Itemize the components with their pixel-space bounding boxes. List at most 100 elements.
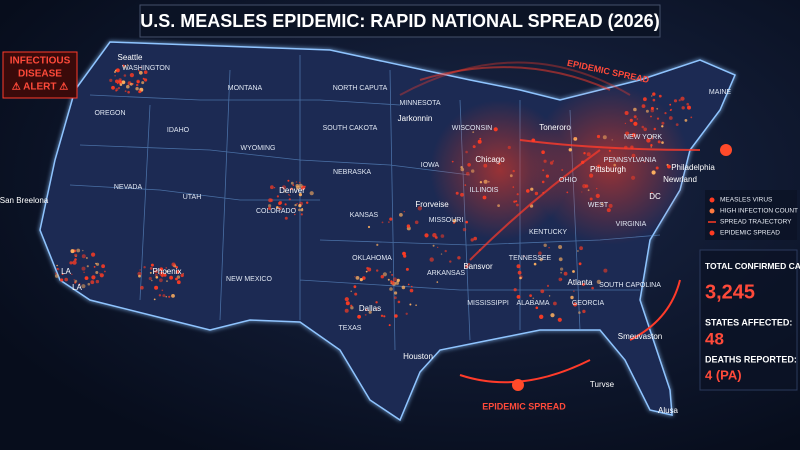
infection-dot <box>290 187 293 190</box>
infection-dot <box>117 68 119 70</box>
infection-dot <box>631 133 636 138</box>
infection-dot <box>136 80 140 84</box>
infection-dot <box>268 206 271 210</box>
infection-dot <box>661 121 665 125</box>
state-label: WISCONSIN <box>452 125 492 132</box>
annotation: EPIDEMIC SPREAD <box>482 401 566 411</box>
infection-dot <box>109 78 113 82</box>
state-label: NEW MEXICO <box>226 276 272 283</box>
infection-dot <box>534 191 539 196</box>
infection-dot <box>596 134 601 139</box>
infection-dots <box>54 64 693 327</box>
infection-dot <box>669 103 672 106</box>
infection-dot <box>91 252 96 257</box>
infection-dot <box>281 185 287 190</box>
legend-label: EPIDEMIC SPREAD <box>720 230 780 237</box>
infection-dot <box>452 219 457 223</box>
city-label: Chicago <box>475 155 505 164</box>
infection-dot <box>144 78 148 82</box>
infection-dot <box>176 275 181 279</box>
infection-dot <box>118 80 122 84</box>
infection-dot <box>651 95 653 97</box>
infection-dot <box>493 127 498 132</box>
infection-dot <box>424 233 429 238</box>
infection-dot <box>99 273 104 278</box>
infection-dot <box>159 267 164 272</box>
infection-dot <box>678 99 681 102</box>
infection-dot <box>154 285 159 290</box>
state-label: GEORCIA <box>572 300 605 307</box>
state-label: OREGON <box>94 110 125 117</box>
infection-dot <box>684 119 688 122</box>
infection-dot <box>292 184 295 186</box>
infection-dot <box>81 284 86 289</box>
infection-dot <box>657 140 661 144</box>
infection-dot <box>405 267 409 271</box>
infection-dot <box>687 105 691 110</box>
infection-dot <box>295 181 298 183</box>
infection-dot <box>294 213 296 216</box>
infection-dot <box>119 83 123 86</box>
infection-dot <box>278 201 282 205</box>
city-label: Smeuvaston <box>618 332 662 341</box>
infection-dot <box>650 108 655 113</box>
infection-dot <box>667 164 671 169</box>
infection-dot <box>153 298 156 301</box>
infection-dot <box>651 170 656 175</box>
infection-dot <box>465 264 469 268</box>
infection-dot <box>631 175 636 180</box>
alert-text: INFECTIOUS <box>10 56 71 67</box>
infection-dot <box>543 243 547 247</box>
infection-dot <box>467 163 471 167</box>
infection-dot <box>111 85 115 90</box>
infection-dot <box>573 137 578 141</box>
infection-dot <box>611 139 613 141</box>
infection-dot <box>523 255 525 257</box>
infection-dot <box>151 279 153 282</box>
infection-dot <box>651 137 654 140</box>
city-label: Houston <box>403 352 433 361</box>
infection-dot <box>391 273 394 276</box>
city-label: Alusa <box>658 406 679 415</box>
infection-dot <box>83 271 85 273</box>
infection-dot <box>643 97 647 102</box>
infection-dot <box>138 70 143 75</box>
infection-dot <box>69 261 73 265</box>
infection-dot <box>115 79 119 84</box>
state-label: UTAH <box>183 194 202 201</box>
infection-dot <box>161 289 164 292</box>
infection-dot <box>382 272 387 277</box>
infection-dot <box>437 246 439 248</box>
infection-dot <box>533 262 537 266</box>
infection-dot <box>114 71 116 73</box>
infection-dot <box>290 181 294 185</box>
infection-dot <box>582 184 587 189</box>
infection-dot <box>91 275 96 280</box>
city-label: Denver <box>279 186 305 195</box>
infection-dot <box>368 310 372 314</box>
city-label: Dallas <box>359 304 381 313</box>
infection-dot <box>578 262 582 266</box>
infection-dot <box>681 106 685 110</box>
infection-dot <box>403 210 405 213</box>
infection-dot <box>354 276 356 278</box>
infection-dot <box>498 162 501 165</box>
state-label: SOUTH CAKOTA <box>323 125 378 132</box>
infection-dot <box>540 289 545 294</box>
infection-dot <box>497 204 500 208</box>
infection-dot <box>300 213 303 216</box>
infection-dot <box>568 148 572 152</box>
infection-dot <box>165 270 169 273</box>
infection-dot <box>539 258 543 262</box>
infection-dot <box>344 308 349 313</box>
infection-dot <box>566 191 569 194</box>
infection-dot <box>483 179 488 184</box>
infection-dot <box>406 224 411 228</box>
infection-dot <box>558 277 563 282</box>
trajectories <box>399 61 701 384</box>
alert-box <box>2 51 78 99</box>
infection-dot <box>557 317 562 322</box>
infection-dot <box>414 220 419 225</box>
infection-dot <box>287 179 290 182</box>
infection-dot <box>154 269 158 274</box>
